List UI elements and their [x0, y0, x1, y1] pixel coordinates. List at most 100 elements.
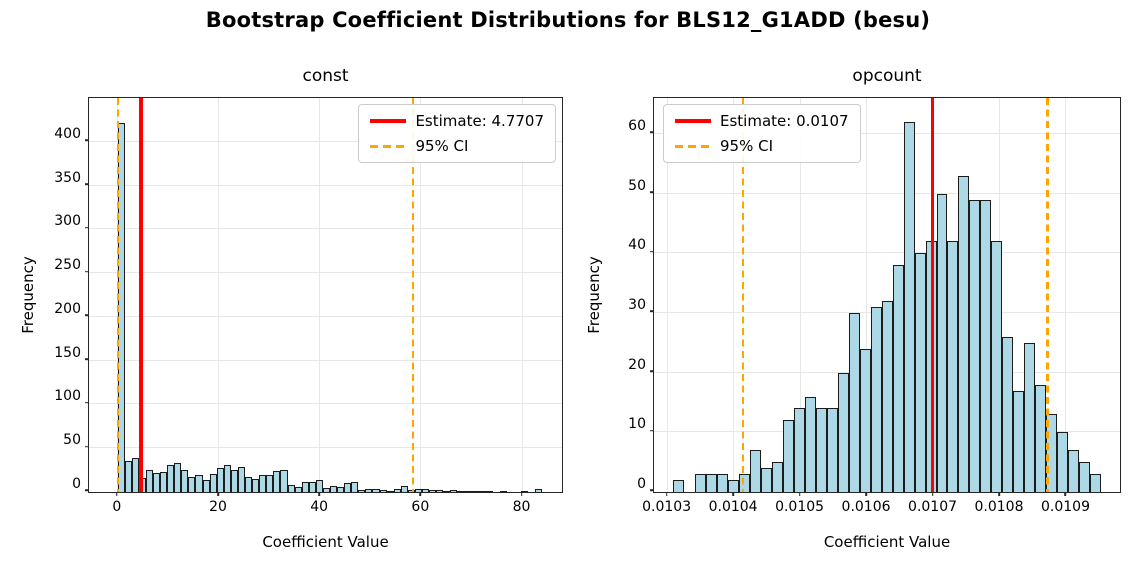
histogram-bar: [991, 241, 1003, 492]
legend-item-estimate: Estimate: 4.7707: [370, 112, 544, 130]
gridline-horizontal: [89, 403, 562, 405]
x-tick-label: 80: [512, 499, 531, 515]
histogram-bar: [237, 466, 245, 492]
histogram-bar: [195, 474, 203, 492]
histogram-bar: [881, 300, 893, 492]
histogram-bar: [393, 489, 401, 492]
histogram-bar: [436, 490, 444, 492]
legend-ci-label: 95% CI: [415, 137, 469, 155]
x-tick-mark: [1064, 492, 1067, 496]
y-tick-label: 40: [628, 237, 646, 254]
histogram-bar: [422, 488, 430, 492]
histogram-bar: [414, 489, 423, 492]
gridline-horizontal: [89, 447, 562, 449]
histogram-bar: [892, 265, 904, 492]
plot-area-const: Estimate: 4.7707 95% CI 0 50 100 150 200 250 3…: [54, 97, 563, 515]
histogram-bar: [1035, 384, 1047, 492]
histogram-bar: [216, 468, 224, 492]
histogram-bar: [124, 461, 132, 492]
histogram-bar: [980, 199, 992, 492]
histogram-bar: [450, 490, 458, 492]
histogram-bar: [407, 490, 415, 492]
gridline-vertical: [666, 98, 668, 492]
ci-line-sample: [675, 144, 711, 148]
histogram-bar: [280, 470, 288, 492]
gridline-vertical: [521, 98, 523, 492]
histogram-bar: [308, 481, 316, 492]
x-tick-label: 0.0105: [775, 499, 825, 515]
histogram-bar: [521, 491, 529, 492]
x-tick-label: 0: [112, 499, 122, 515]
y-tick-mark: [85, 139, 89, 141]
x-axis-label-opcount: Coefficient Value: [823, 533, 951, 551]
x-tick-mark: [798, 492, 801, 496]
ci-lower-line: [741, 98, 745, 492]
gridline-vertical: [420, 98, 422, 492]
histogram-bar: [1024, 342, 1036, 492]
x-tick-mark: [665, 492, 668, 496]
gridline-horizontal: [654, 252, 1120, 254]
y-tick-mark: [650, 250, 654, 253]
legend-opcount: Estimate: 0.0107 95% CI: [663, 104, 861, 163]
histogram-bar: [804, 396, 816, 492]
histogram-bar: [202, 479, 210, 492]
y-tick-label: 200: [54, 300, 81, 317]
histogram-bar: [717, 474, 729, 492]
ci-upper-line: [411, 98, 414, 492]
x-tick-mark: [419, 492, 422, 496]
histogram-bar: [728, 480, 740, 492]
legend-ci-label: 95% CI: [720, 137, 774, 155]
gridline-vertical: [1065, 98, 1067, 492]
y-tick-mark: [85, 183, 89, 185]
x-tick-label: 0.0104: [708, 499, 758, 515]
histogram-bar: [1013, 390, 1025, 492]
histogram-bar: [859, 348, 871, 492]
legend-estimate-label: Estimate: 0.0107: [720, 112, 849, 130]
histogram-bar: [947, 241, 959, 492]
histogram-bar: [287, 485, 295, 492]
y-tick-mark: [650, 191, 654, 193]
legend-item-estimate: Estimate: 0.0107: [675, 112, 849, 130]
histogram-bar: [273, 471, 281, 492]
histogram-bar: [1002, 336, 1014, 492]
histogram-bar: [322, 487, 330, 492]
legend-estimate-label: Estimate: 4.7707: [415, 112, 544, 130]
histogram-bar: [400, 485, 408, 492]
y-tick-label: 60: [628, 117, 646, 134]
gridline-vertical: [733, 98, 735, 492]
estimate-line-sample: [370, 119, 407, 123]
histogram-bar: [761, 468, 772, 492]
gridline-horizontal: [89, 228, 562, 230]
histogram-bar: [782, 420, 794, 492]
histogram-bar: [826, 408, 838, 492]
x-tick-label: 20: [209, 499, 227, 515]
histogram-bar: [870, 306, 882, 492]
histogram-bar: [1068, 450, 1080, 492]
y-tick-label: 30: [628, 296, 646, 313]
histogram-bar: [969, 199, 981, 492]
gridline-vertical: [799, 98, 801, 492]
histogram-bar: [471, 491, 479, 492]
histogram-bar: [793, 408, 805, 492]
histogram-bar: [673, 480, 685, 492]
y-tick-mark: [650, 429, 654, 432]
x-tick-label: 0.0103: [642, 499, 692, 515]
histogram-bar: [1079, 462, 1091, 492]
y-tick-label: 50: [63, 432, 81, 449]
estimate-line: [930, 98, 935, 492]
gridline-horizontal: [654, 132, 1120, 134]
x-tick-mark: [217, 492, 219, 496]
legend-item-ci: 95% CI: [370, 137, 544, 155]
histogram-bar: [1090, 474, 1102, 492]
histogram-bar: [706, 474, 718, 492]
gridline-vertical: [866, 98, 868, 492]
gridline-horizontal: [89, 184, 562, 186]
x-tick-mark: [998, 492, 1000, 496]
ci-upper-line: [1046, 98, 1049, 492]
gridline-vertical: [319, 98, 321, 492]
x-tick-mark: [520, 492, 523, 496]
histogram-bar: [152, 472, 161, 492]
y-tick-label: 0: [637, 476, 646, 492]
histogram-bar: [535, 488, 543, 492]
histogram-bar: [1057, 432, 1069, 492]
